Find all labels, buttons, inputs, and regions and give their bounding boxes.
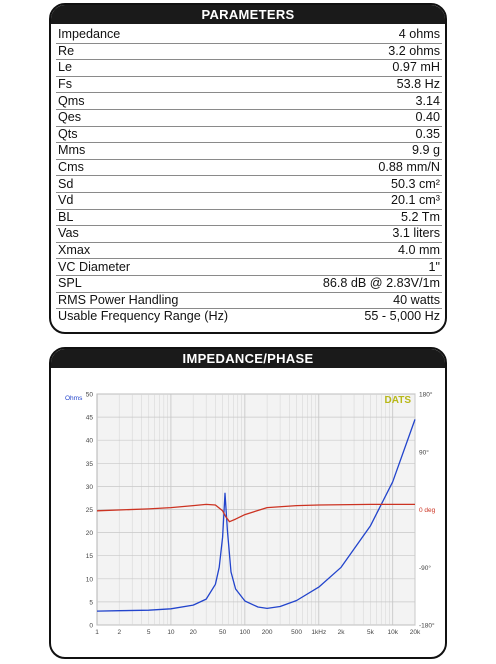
parameters-panel: PARAMETERS Impedance 4 ohms Re 3.2 ohms Le 0.… — [49, 3, 447, 334]
parameter-value: 0.35 — [283, 126, 442, 144]
parameter-value: 5.2 Tm — [283, 209, 442, 227]
parameter-name: Xmax — [56, 242, 284, 260]
parameter-value: 50.3 cm² — [283, 175, 442, 193]
y-tick-label: 30 — [86, 484, 94, 491]
parameter-row: SPL 86.8 dB @ 2.83V/1m — [56, 275, 442, 293]
x-tick-label: 50 — [219, 629, 227, 636]
y-tick-label: 15 — [86, 553, 94, 560]
phase-tick-label: 0 deg — [419, 507, 436, 514]
x-tick-label: 1 — [95, 629, 99, 636]
parameters-title: PARAMETERS — [51, 5, 445, 24]
x-tick-label: 200 — [262, 629, 273, 636]
parameter-name: Mms — [56, 142, 284, 160]
phase-tick-label: 180° — [419, 391, 433, 399]
x-tick-label: 10 — [167, 629, 175, 636]
parameter-row: Cms 0.88 mm/N — [56, 159, 442, 177]
parameter-value: 3.2 ohms — [283, 43, 442, 61]
parameter-name: Vd — [56, 192, 284, 210]
y-tick-label: 25 — [86, 507, 94, 514]
y-tick-label: 40 — [86, 438, 94, 445]
parameters-table: Impedance 4 ohms Re 3.2 ohms Le 0.97 mH Fs 53.8… — [56, 27, 442, 325]
parameter-name: Impedance — [56, 27, 284, 44]
parameter-value: 9.9 g — [283, 142, 442, 160]
parameter-name: Sd — [56, 175, 284, 193]
parameter-name: VC Diameter — [56, 258, 284, 276]
parameter-value: 40 watts — [283, 292, 442, 310]
phase-tick-label: -90° — [419, 564, 431, 572]
parameter-name: RMS Power Handling — [56, 292, 284, 310]
parameter-name: Cms — [56, 159, 284, 177]
impedance-title: IMPEDANCE/PHASE — [51, 349, 445, 368]
parameter-name: BL — [56, 209, 284, 227]
y-tick-label: 10 — [86, 576, 94, 583]
parameter-name: SPL — [56, 275, 284, 293]
dats-brand-label: DATS — [385, 395, 412, 406]
y-tick-label: 50 — [86, 392, 94, 399]
parameter-name: Qms — [56, 92, 284, 110]
parameter-value: 0.97 mH — [283, 59, 442, 77]
impedance-curve — [96, 419, 416, 612]
parameter-row: RMS Power Handling 40 watts — [56, 292, 442, 310]
x-tick-label: 1kHz — [311, 629, 326, 636]
x-tick-label: 5k — [367, 629, 375, 636]
y-tick-label: 5 — [89, 599, 93, 606]
parameter-row: Vd 20.1 cm³ — [56, 192, 442, 210]
parameter-row: Le 0.97 mH — [56, 59, 442, 77]
parameter-row: Re 3.2 ohms — [56, 43, 442, 61]
x-tick-label: 5 — [147, 629, 151, 636]
parameter-name: Qts — [56, 126, 284, 144]
parameter-name: Le — [56, 59, 284, 77]
parameter-value: 53.8 Hz — [283, 76, 442, 94]
parameter-name: Vas — [56, 225, 284, 243]
y-tick-label: 45 — [86, 415, 94, 422]
parameter-name: Qes — [56, 109, 284, 127]
parameter-row: Fs 53.8 Hz — [56, 76, 442, 94]
phase-tick-label: -180° — [419, 622, 435, 630]
x-tick-label: 100 — [239, 629, 250, 636]
parameter-row: Impedance 4 ohms — [56, 27, 442, 44]
parameter-row: Sd 50.3 cm² — [56, 175, 442, 193]
parameter-row: Vas 3.1 liters — [56, 225, 442, 243]
parameter-row: Mms 9.9 g — [56, 142, 442, 160]
parameter-row: Qms 3.14 — [56, 92, 442, 110]
parameter-row: Usable Frequency Range (Hz) 55 - 5,000 Hz — [56, 309, 442, 325]
parameter-value: 4 ohms — [283, 27, 442, 44]
parameter-value: 20.1 cm³ — [283, 192, 442, 210]
phase-curve — [96, 503, 415, 523]
x-tick-label: 500 — [291, 629, 302, 636]
parameter-value: 4.0 mm — [283, 242, 442, 260]
parameter-value: 3.1 liters — [283, 225, 442, 243]
y-tick-label: 35 — [86, 461, 94, 468]
parameter-row: Qes 0.40 — [56, 109, 442, 127]
x-tick-label: 2 — [117, 629, 121, 636]
phase-tick-label: 90° — [419, 448, 429, 456]
x-tick-label: 20 — [190, 629, 198, 636]
parameter-row: BL 5.2 Tm — [56, 209, 442, 227]
parameter-value: 3.14 — [283, 92, 442, 110]
parameter-value: 1" — [283, 258, 442, 276]
parameter-row: Xmax 4.0 mm — [56, 242, 442, 260]
parameter-row: Qts 0.35 — [56, 126, 442, 144]
parameter-value: 86.8 dB @ 2.83V/1m — [283, 275, 442, 293]
ohms-unit-label: Ohms — [65, 395, 83, 402]
parameter-name: Usable Frequency Range (Hz) — [58, 309, 229, 324]
y-tick-label: 20 — [86, 530, 94, 537]
parameter-name: Fs — [56, 76, 284, 94]
y-tick-label: 0 — [89, 623, 93, 630]
parameter-row: VC Diameter 1" — [56, 258, 442, 276]
x-tick-label: 2k — [338, 629, 346, 636]
parameter-value: 0.88 mm/N — [283, 159, 442, 177]
x-tick-label: 10k — [388, 629, 399, 636]
parameter-value: 55 - 5,000 Hz — [364, 309, 440, 324]
x-tick-label: 20k — [410, 629, 421, 636]
parameter-value: 0.40 — [283, 109, 442, 127]
parameter-name: Re — [56, 43, 284, 61]
